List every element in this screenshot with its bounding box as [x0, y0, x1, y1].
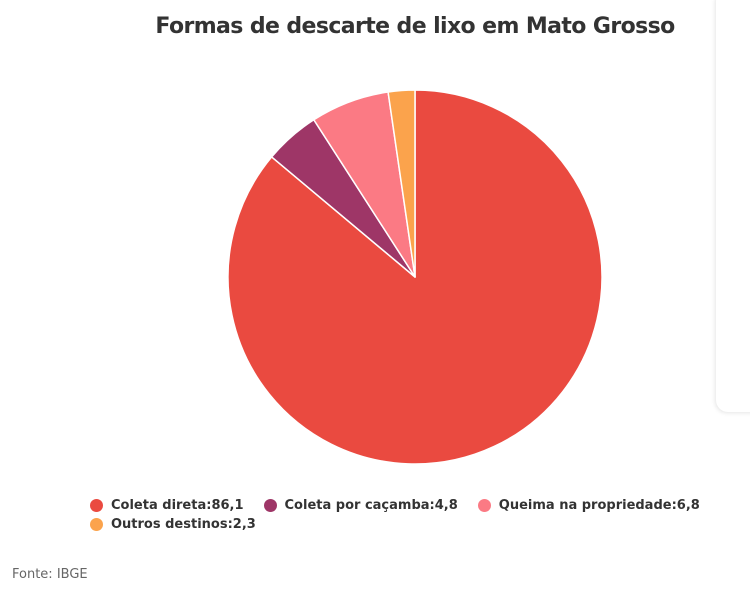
legend-item-outros-destinos[interactable]: Outros destinos: 2,3: [90, 517, 256, 532]
side-panel: [716, 0, 750, 412]
legend-separator: :: [227, 517, 233, 532]
source-note: Fonte: IBGE: [12, 567, 88, 582]
legend-item-coleta-direta[interactable]: Coleta direta: 86,1: [90, 498, 244, 513]
legend-value: 2,3: [232, 517, 256, 532]
legend-marker: [477, 499, 491, 512]
legend-value: 86,1: [211, 498, 244, 513]
legend-separator: :: [429, 498, 435, 513]
pie-slice-outros-destinos[interactable]: [387, 89, 416, 278]
legend-value: 6,8: [676, 498, 700, 513]
legend-marker: [90, 518, 103, 531]
legend-label: Coleta por caçamba: [284, 498, 430, 513]
chart-title: Formas de descarte de lixo em Mato Gross…: [155, 14, 675, 39]
legend-value: 4,8: [434, 498, 458, 513]
legend-label: Outros destinos: [111, 517, 228, 532]
legend-label: Queima na propriedade: [498, 498, 672, 513]
legend-label: Coleta direta: [111, 498, 207, 513]
legend-marker: [263, 499, 277, 512]
legend-item-queima-na-propriedade[interactable]: Queima na propriedade: 6,8: [477, 498, 700, 513]
legend-separator: :: [206, 498, 212, 513]
chart-legend: Coleta direta: 86,1 Coleta por caçamba: 4…: [90, 498, 750, 532]
legend-separator: :: [671, 498, 677, 513]
legend-item-coleta-por-ca-amba[interactable]: Coleta por caçamba: 4,8: [263, 498, 458, 513]
legend-marker: [90, 499, 103, 512]
